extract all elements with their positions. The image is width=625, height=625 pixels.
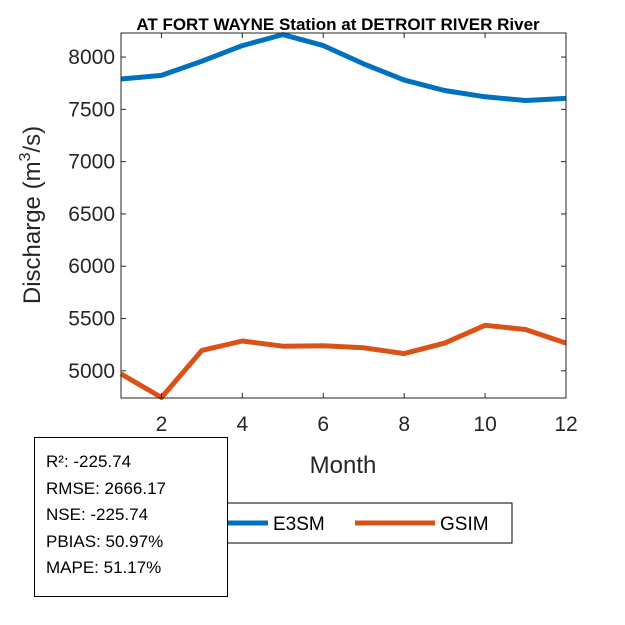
x-tick-label: 10 — [473, 413, 496, 436]
stat-mape: MAPE: 51.17% — [46, 558, 162, 577]
y-axis-label-main: Discharge (m — [19, 161, 46, 304]
x-axis: 2 4 6 8 10 12 — [156, 33, 578, 436]
series-line-gsim — [119, 322, 567, 400]
plot-frame — [120, 32, 567, 399]
x-tick-label: 4 — [237, 413, 249, 436]
y-axis-label-sup: 3 — [17, 152, 34, 161]
legend: E3SM GSIM — [224, 502, 513, 544]
stat-r2: R²: -225.74 — [46, 452, 132, 471]
y-tick-label: 5500 — [68, 308, 115, 331]
y-tick-label: 7500 — [68, 98, 115, 121]
x-tick-label: 8 — [398, 413, 410, 436]
y-axis: 5000 5500 6000 6500 7000 7500 8000 — [68, 46, 566, 383]
chart-title: AT FORT WAYNE Station at DETROIT RIVER R… — [136, 15, 540, 34]
legend-label-gsim: GSIM — [440, 514, 489, 535]
legend-label-e3sm: E3SM — [273, 514, 325, 535]
y-axis-label: Discharge (m3/s) — [17, 126, 46, 304]
stat-nse: NSE: -225.74 — [46, 505, 149, 524]
series-line-e3sm — [120, 32, 567, 103]
stat-pbias: PBIAS: 50.97% — [46, 531, 164, 551]
y-tick-label: 7000 — [68, 151, 115, 174]
x-tick-label: 12 — [554, 413, 577, 436]
x-tick-label: 2 — [156, 413, 168, 436]
series-layer — [119, 32, 567, 400]
stats-box: R²: -225.74 RMSE: 2666.17 NSE: -225.74 P… — [34, 437, 228, 597]
y-tick-label: 6000 — [68, 255, 115, 278]
y-tick-label: 5000 — [68, 360, 115, 383]
y-axis-label-tail: /s) — [19, 126, 46, 153]
y-tick-label: 6500 — [68, 203, 115, 226]
x-axis-label: Month — [310, 452, 377, 479]
y-tick-label: 8000 — [68, 46, 115, 69]
x-tick-label: 6 — [317, 413, 329, 436]
stat-rmse: RMSE: 2666.17 — [46, 478, 167, 498]
plot-area — [121, 33, 566, 398]
